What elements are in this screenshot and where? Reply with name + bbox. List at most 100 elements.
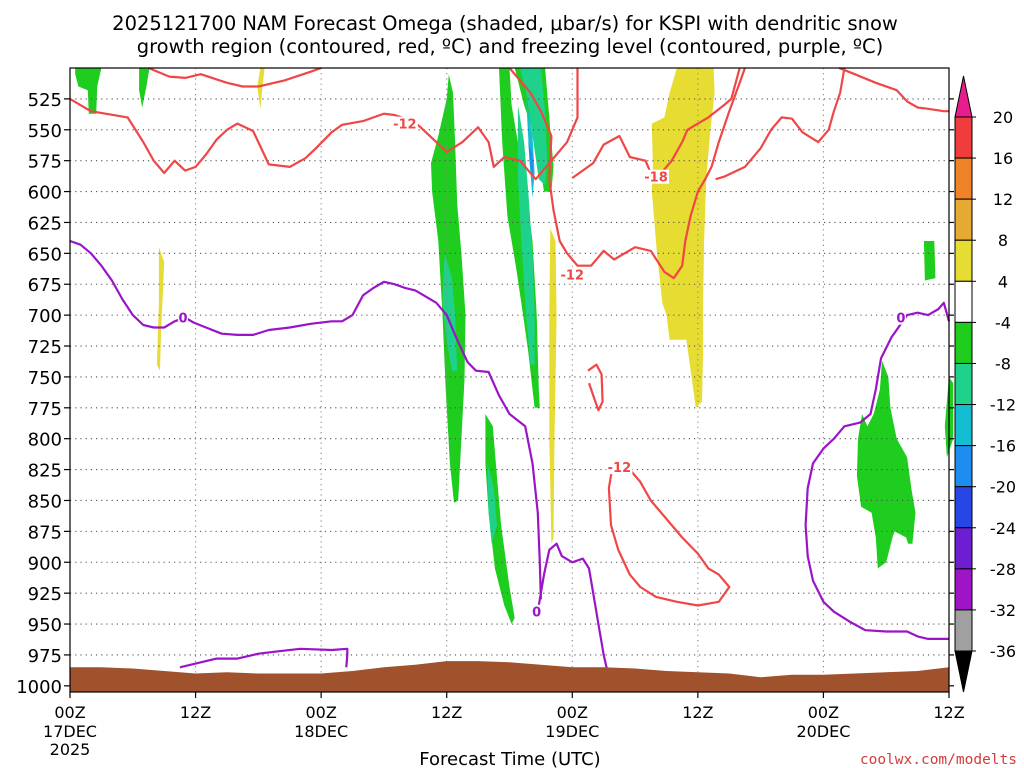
omega-region-11 xyxy=(528,142,534,180)
omega-region-5 xyxy=(442,253,458,371)
contour-labels: -12 -12 -18 -12 0 0 0 xyxy=(178,116,906,621)
plot-frame xyxy=(69,67,950,693)
freezing-contour-2 xyxy=(179,647,349,669)
omega-region-8 xyxy=(517,105,535,365)
colorbar-label-1: 16 xyxy=(993,149,1013,168)
colorbar-bin-11 xyxy=(954,568,973,611)
x-axis-title: Forecast Time (UTC) xyxy=(419,749,600,768)
freezing-contour-3 xyxy=(804,301,951,641)
contour-lines xyxy=(69,66,951,674)
surface-terrain xyxy=(70,661,949,692)
x-date-label-0: 17DEC xyxy=(43,722,97,741)
y-tick-label-850: 850 xyxy=(28,491,62,512)
grid-lines xyxy=(70,68,949,692)
y-tick-label-550: 550 xyxy=(28,121,62,142)
y-tick-label-650: 650 xyxy=(28,244,62,265)
dendritic-contour-2 xyxy=(508,67,746,280)
x-tick-label-48: 00Z xyxy=(557,703,588,722)
colorbar-bin-9 xyxy=(954,486,973,529)
omega-region-15 xyxy=(651,68,715,408)
colorbar-bin-10 xyxy=(954,527,973,570)
colorbar-label-12: -32 xyxy=(990,601,1016,620)
y-tick-label-750: 750 xyxy=(28,368,62,389)
colorbar-bin-2 xyxy=(954,198,973,241)
y-tick-label-825: 825 xyxy=(28,461,62,482)
colorbar-bin-7 xyxy=(954,404,973,447)
credit-text: coolwx.com/modelts xyxy=(860,752,1017,768)
y-tick-label-725: 725 xyxy=(28,337,62,358)
dendritic-label-3: -18 xyxy=(644,171,668,186)
freezing-contour-0 xyxy=(69,239,542,600)
colorbar-label-10: -24 xyxy=(990,519,1016,538)
omega-region-13 xyxy=(487,463,497,544)
x-tick-label-24: 00Z xyxy=(305,703,336,722)
dendritic-contour-7 xyxy=(587,363,604,412)
dendritic-label-bg-6 xyxy=(606,460,633,475)
y-tick-label-1000: 1000 xyxy=(16,677,62,698)
y-tick-label-975: 975 xyxy=(28,646,62,667)
colorbar-bin-1 xyxy=(954,157,973,200)
colorbar-label-2: 12 xyxy=(993,190,1013,209)
freezing-contour-1 xyxy=(537,542,609,674)
colorbar-bin-4 xyxy=(954,280,973,323)
omega-region-17 xyxy=(856,360,916,569)
colorbar-bin-3 xyxy=(954,239,973,282)
colorbar-label-13: -36 xyxy=(990,642,1016,661)
y-tick-label-525: 525 xyxy=(28,90,62,111)
dendritic-contour-4 xyxy=(715,67,846,181)
y-tick-label-925: 925 xyxy=(28,584,62,605)
omega-region-2 xyxy=(257,68,265,109)
x-tick-label-72: 00Z xyxy=(808,703,839,722)
y-tick-label-800: 800 xyxy=(28,430,62,451)
colorbar-label-7: -12 xyxy=(990,396,1016,415)
omega-region-9 xyxy=(520,68,548,186)
x-date-label-24: 18DEC xyxy=(294,722,348,741)
dendritic-contour-5 xyxy=(838,66,949,113)
y-tick-label-875: 875 xyxy=(28,522,62,543)
colorbar-label-0: 20 xyxy=(993,108,1013,127)
y-axis: 525 550 575 600 625 650 675 700 725 750 775 800 825 8… xyxy=(16,90,954,698)
y-tick-label-775: 775 xyxy=(28,399,62,420)
colorbar-label-11: -28 xyxy=(990,560,1016,579)
x-date-label-72: 20DEC xyxy=(796,722,850,741)
freezing-label-1: 0 xyxy=(532,606,541,621)
omega-region-14 xyxy=(549,228,557,544)
colorbar-bin-12 xyxy=(954,609,973,652)
colorbar-bottom-arrow xyxy=(954,650,973,693)
omega-shading xyxy=(75,68,954,624)
terrain-fill xyxy=(70,661,949,692)
y-tick-label-675: 675 xyxy=(28,275,62,296)
omega-region-0 xyxy=(75,68,102,114)
freezing-label-bg-3 xyxy=(895,310,906,325)
x-tick-label-60: 12Z xyxy=(682,703,713,722)
x-tick-label-0: 00Z xyxy=(54,703,85,722)
dendritic-label-2: -12 xyxy=(561,268,585,283)
freezing-label-0: 0 xyxy=(178,312,187,327)
omega-region-1 xyxy=(139,68,150,108)
colorbar-bin-5 xyxy=(954,321,973,364)
dendritic-contour-6 xyxy=(607,468,731,607)
x-tick-label-12: 12Z xyxy=(180,703,211,722)
dendritic-label-0: -12 xyxy=(393,118,417,133)
dendritic-label-bg-2 xyxy=(559,267,586,282)
colorbar-bin-6 xyxy=(954,362,973,406)
y-tick-label-600: 600 xyxy=(28,183,62,204)
chart-title-line2: growth region (contoured, red, ºC) and f… xyxy=(137,35,884,58)
dendritic-contour-1 xyxy=(148,66,322,88)
colorbar-label-9: -20 xyxy=(990,478,1016,497)
y-tick-label-900: 900 xyxy=(28,553,62,574)
y-tick-label-625: 625 xyxy=(28,213,62,234)
dendritic-label-bg-0 xyxy=(391,116,418,131)
omega-region-3 xyxy=(156,247,165,371)
colorbar-label-5: -4 xyxy=(995,313,1011,332)
x-year-label-0: 2025 xyxy=(50,740,91,759)
omega-region-16 xyxy=(923,241,936,281)
colorbar: 20 16 12 8 4 -4 -8 -12 -16 -20 -24 -28 -32 -36 xyxy=(954,75,1016,693)
freezing-label-bg-0 xyxy=(178,310,189,325)
omega-region-12 xyxy=(485,414,515,624)
chart-title-line1: 2025121700 NAM Forecast Omega (shaded, μ… xyxy=(112,12,898,35)
colorbar-label-4: 4 xyxy=(998,272,1008,291)
colorbar-bin-0 xyxy=(954,116,973,159)
